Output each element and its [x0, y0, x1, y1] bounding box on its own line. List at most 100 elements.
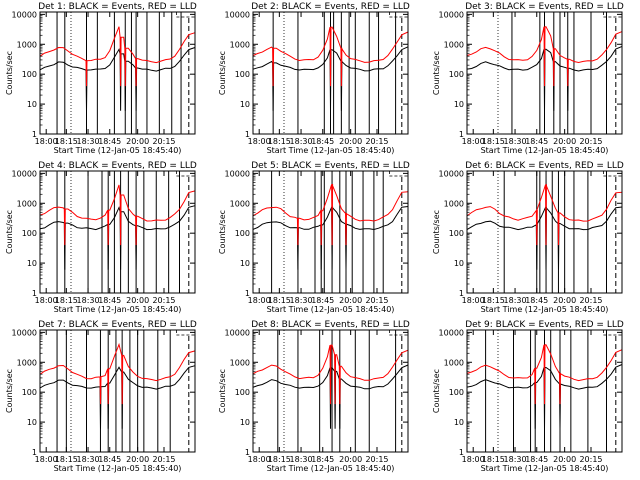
x-tick-label: 20:15: [152, 137, 175, 146]
x-tick-label: 20:15: [365, 137, 388, 146]
x-axis-label: Start Time (12-Jan-05 18:45:40): [481, 146, 609, 155]
lld-series-line: [252, 26, 409, 87]
events-series-line: [466, 45, 623, 111]
plot-frame: [252, 170, 409, 294]
panel-title: Det 2: BLACK = Events, RED = LLD: [251, 2, 410, 12]
x-tick-label: 18:00: [248, 137, 271, 146]
y-tick-label: 1000: [230, 199, 250, 208]
plot-frame: [39, 170, 196, 294]
x-tick-label: 18:15: [482, 455, 505, 464]
x-tick-label: 18:45: [98, 137, 121, 146]
y-tick-label: 1: [245, 448, 250, 457]
y-tick-label: 10000: [439, 169, 464, 178]
x-tick-label: 18:00: [248, 296, 271, 305]
y-tick-label: 100: [235, 229, 250, 238]
x-tick-label: 20:00: [126, 296, 149, 305]
x-tick-label: 20:00: [339, 137, 362, 146]
x-axis-label: Start Time (12-Jan-05 18:45:40): [267, 464, 395, 473]
lld-series-line: [39, 184, 196, 246]
y-tick-label: 10000: [12, 10, 37, 19]
events-series-line: [466, 206, 623, 270]
x-tick-label: 18:30: [504, 455, 527, 464]
y-tick-label: 1: [459, 130, 464, 139]
dashed-bracket: [388, 12, 408, 18]
lld-series-line: [466, 184, 623, 246]
y-tick-label: 1000: [444, 358, 464, 367]
y-tick-label: 1000: [17, 358, 37, 367]
y-tick-label: 1: [32, 130, 37, 139]
dashed-bracket: [603, 171, 622, 177]
x-tick-label: 18:00: [35, 455, 58, 464]
x-tick-label: 20:15: [365, 296, 388, 305]
y-tick-label: 1: [32, 289, 37, 298]
x-tick-label: 18:00: [462, 296, 485, 305]
x-tick-label: 18:30: [77, 296, 100, 305]
y-tick-label: 10000: [225, 169, 250, 178]
panel-2: Det 2: BLACK = Events, RED = LLD 1 10 100 10…: [218, 2, 410, 155]
lld-series-line: [252, 344, 409, 405]
y-tick-label: 100: [22, 388, 37, 397]
dashed-bracket: [388, 171, 408, 177]
x-tick-label: 18:00: [35, 137, 58, 146]
x-axis-label: Start Time (12-Jan-05 18:45:40): [54, 464, 182, 473]
x-tick-label: 18:15: [482, 137, 505, 146]
x-tick-label: 20:00: [339, 455, 362, 464]
x-axis-label: Start Time (12-Jan-05 18:45:40): [267, 305, 395, 314]
y-tick-label: 1: [32, 448, 37, 457]
panel-1: Det 1: BLACK = Events, RED = LLD 1 10 100 10…: [5, 2, 197, 155]
y-tick-label: 100: [449, 70, 464, 79]
x-tick-label: 18:30: [77, 137, 100, 146]
y-tick-label: 1000: [444, 199, 464, 208]
y-tick-label: 100: [235, 70, 250, 79]
x-tick-label: 18:30: [290, 137, 313, 146]
x-tick-label: 18:15: [55, 137, 78, 146]
y-tick-label: 10000: [12, 328, 37, 337]
y-axis-label: Counts/sec: [5, 51, 14, 95]
panel-title: Det 8: BLACK = Events, RED = LLD: [251, 320, 410, 330]
x-axis-label: Start Time (12-Jan-05 18:45:40): [54, 146, 182, 155]
events-series-line: [252, 206, 409, 270]
y-tick-label: 10: [27, 259, 37, 268]
y-axis-label: Counts/sec: [5, 369, 14, 413]
y-axis-label: Counts/sec: [432, 210, 441, 254]
x-axis-label: Start Time (12-Jan-05 18:45:40): [481, 464, 609, 473]
panel-title: Det 6: BLACK = Events, RED = LLD: [465, 161, 624, 171]
y-tick-label: 10000: [225, 328, 250, 337]
plot-frame: [252, 329, 409, 453]
y-tick-label: 1000: [17, 40, 37, 49]
plot-frame: [466, 170, 623, 294]
x-tick-label: 20:00: [126, 455, 149, 464]
y-tick-label: 10: [240, 100, 250, 109]
y-tick-label: 10: [240, 259, 250, 268]
x-tick-label: 18:45: [525, 455, 548, 464]
dashed-bracket: [175, 171, 195, 177]
y-tick-label: 10: [27, 100, 37, 109]
plot-frame: [39, 329, 196, 453]
x-tick-label: 18:30: [504, 137, 527, 146]
plot-frame: [39, 11, 196, 135]
y-tick-label: 1: [245, 289, 250, 298]
y-tick-label: 100: [22, 229, 37, 238]
y-tick-label: 100: [449, 229, 464, 238]
lld-series-line: [252, 184, 409, 246]
x-tick-label: 18:15: [268, 296, 291, 305]
y-axis-label: Counts/sec: [432, 51, 441, 95]
panel-6: Det 6: BLACK = Events, RED = LLD 1 10 100 10…: [432, 161, 624, 314]
y-tick-label: 10000: [439, 10, 464, 19]
y-tick-label: 10000: [12, 169, 37, 178]
plot-frame: [466, 11, 623, 135]
y-tick-label: 100: [449, 388, 464, 397]
dashed-bracket: [175, 12, 195, 18]
x-tick-label: 20:00: [553, 137, 576, 146]
lld-series-line: [466, 26, 623, 87]
panel-3: Det 3: BLACK = Events, RED = LLD 1 10 100 10…: [432, 2, 624, 155]
x-tick-label: 18:45: [311, 137, 334, 146]
x-tick-label: 20:00: [126, 137, 149, 146]
x-tick-label: 18:45: [525, 296, 548, 305]
y-tick-label: 10000: [225, 10, 250, 19]
x-tick-label: 20:15: [579, 455, 602, 464]
y-tick-label: 1000: [230, 40, 250, 49]
panel-title: Det 4: BLACK = Events, RED = LLD: [38, 161, 197, 171]
x-tick-label: 18:45: [98, 455, 121, 464]
x-tick-label: 18:15: [55, 455, 78, 464]
